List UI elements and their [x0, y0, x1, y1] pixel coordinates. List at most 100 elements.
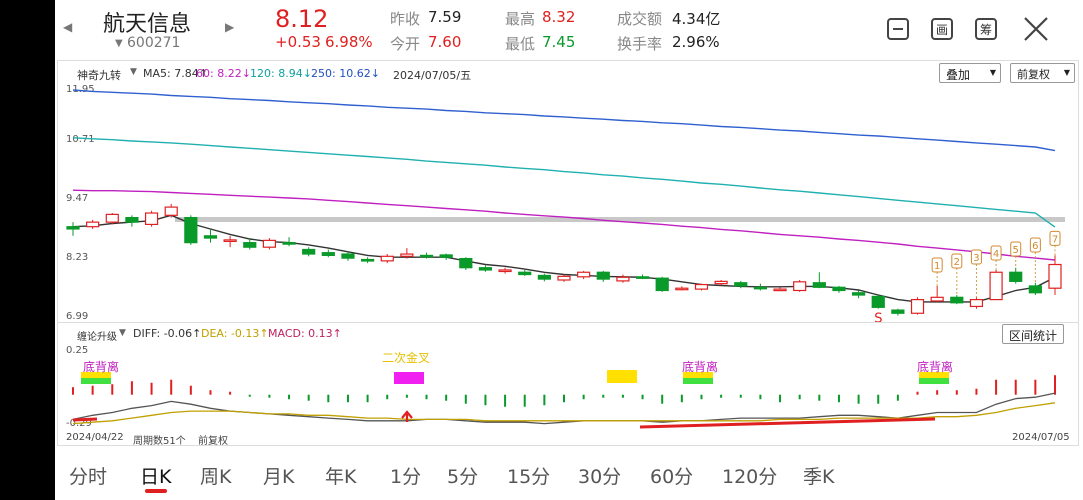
bottom-divergence-label: 底背离	[83, 360, 120, 374]
macd-bar	[680, 394, 683, 403]
candle-body	[793, 281, 807, 292]
chip-button[interactable]: 筹	[975, 18, 997, 40]
tab-year-k[interactable]: 年K	[325, 466, 357, 488]
nine-turn-box	[1029, 237, 1041, 253]
candle-body	[321, 252, 335, 256]
candle-body	[910, 298, 925, 314]
quote-label: 换手率	[617, 35, 663, 53]
indicator-dropdown-icon[interactable]: ▼	[130, 67, 137, 77]
prev-stock-arrow[interactable]: ◀	[63, 20, 73, 34]
price-axis-label: 10.71	[66, 134, 95, 145]
active-tab-indicator	[145, 489, 167, 493]
candle-body	[459, 257, 473, 269]
tab-season-k[interactable]: 季K	[803, 466, 835, 488]
highlight-segment	[72, 417, 98, 422]
candle-body	[66, 226, 80, 230]
next-stock-arrow[interactable]: ▶	[225, 20, 235, 34]
macd-bar	[248, 394, 251, 397]
overlay-label: 叠加	[946, 68, 971, 82]
candle-body	[380, 255, 394, 262]
tab-60min[interactable]: 60分	[650, 466, 694, 488]
adjust-label: 前复权	[1017, 68, 1050, 81]
period-count: 周期数51个	[133, 436, 186, 447]
candle-body	[105, 213, 119, 223]
tab-5min[interactable]: 5分	[447, 466, 479, 488]
tab-week-k[interactable]: 周K	[200, 466, 232, 488]
candle-body	[262, 239, 276, 248]
tab-time-share[interactable]: 分时	[69, 466, 108, 488]
tab-1min[interactable]: 1分	[390, 466, 422, 488]
macd-bar	[346, 394, 349, 403]
signal-block	[919, 378, 949, 384]
price-axis-label: 9.47	[66, 193, 89, 204]
tab-day-k[interactable]: 日K	[140, 466, 172, 488]
macd-bar	[1054, 375, 1056, 395]
minus-icon[interactable]	[887, 18, 909, 40]
tab-15min[interactable]: 15分	[507, 466, 551, 488]
macd-bar	[130, 381, 133, 395]
macd-bar	[268, 394, 271, 398]
signal-block	[919, 372, 949, 381]
nine-turn-box	[990, 245, 1002, 261]
candle-body	[184, 216, 198, 244]
macd-bar	[818, 394, 821, 401]
candle-body	[989, 271, 1003, 301]
chart-date: 2024/07/05/五	[393, 69, 472, 82]
bottom-divergence-label: 底背离	[682, 360, 719, 374]
signal-block	[683, 378, 713, 384]
stock-code-dropdown-icon[interactable]: ▼	[115, 38, 123, 49]
macd-bar	[582, 394, 585, 400]
dea-label: DEA: -0.13↑	[201, 327, 269, 340]
macd-bar	[72, 387, 74, 395]
macd-bar	[523, 394, 526, 407]
dea-line	[72, 402, 1056, 425]
candle-body	[537, 274, 551, 280]
adjust-button[interactable]: 前复权 ▼	[1010, 63, 1075, 83]
candle-body	[498, 269, 512, 273]
sub-indicator-name[interactable]: 缠论升级	[77, 332, 117, 343]
draw-button[interactable]: 画	[931, 18, 953, 40]
candle-body	[950, 296, 964, 304]
macd-bar	[720, 394, 723, 398]
macd-bar	[288, 394, 291, 400]
nine-turn-count: 7	[1052, 234, 1058, 245]
candle-body	[86, 221, 100, 228]
macd-bar	[111, 384, 114, 395]
macd-bar	[955, 390, 958, 395]
macd-bar	[700, 394, 703, 400]
ma60-line	[72, 189, 1056, 261]
macd-axis-top: 0.25	[66, 345, 89, 356]
candle-body	[478, 267, 493, 271]
tab-month-k[interactable]: 月K	[263, 466, 295, 488]
overlay-button[interactable]: 叠加 ▼	[939, 63, 1001, 83]
quote-value: 7.45	[542, 33, 576, 51]
candlestick-chart[interactable]: S 1 2 3 4 5 6 7	[55, 0, 1083, 330]
macd-bar	[307, 394, 310, 401]
tab-30min[interactable]: 30分	[578, 466, 622, 488]
ma250-line	[72, 89, 1056, 152]
quote-value: 7.59	[428, 8, 462, 26]
quote-label: 昨收	[390, 10, 421, 28]
quote-value: 8.32	[542, 8, 576, 26]
macd-bar	[405, 394, 408, 398]
signal-block	[607, 370, 637, 383]
range-stats-button[interactable]: 区间统计	[1002, 324, 1064, 344]
resistance-band	[175, 217, 1065, 222]
adjust-mode: 前复权	[198, 436, 228, 447]
indicator-name[interactable]: 神奇九转	[77, 69, 121, 82]
sub-indicator-dropdown-icon[interactable]: ▼	[119, 328, 126, 338]
nine-turn-box	[1010, 241, 1022, 257]
macd-bar	[563, 394, 565, 403]
macd-bar	[995, 379, 998, 395]
start-date: 2024/04/22	[66, 432, 124, 443]
tab-120min[interactable]: 120分	[722, 466, 778, 488]
macd-chart[interactable]	[55, 0, 1083, 440]
candle-body	[734, 282, 748, 287]
candle-body	[675, 287, 689, 291]
candle-body	[439, 254, 453, 258]
quote-label: 成交额	[617, 10, 663, 28]
quote-value: 4.34亿	[672, 10, 721, 28]
close-icon[interactable]	[1023, 16, 1049, 42]
candle-body	[596, 271, 610, 280]
candle-body	[655, 277, 669, 292]
